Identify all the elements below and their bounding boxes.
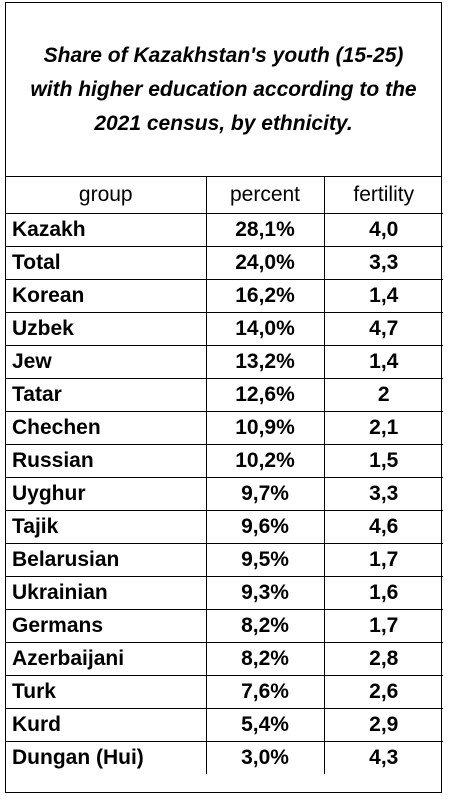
table-row: Ukrainian 9,3% 1,6 bbox=[6, 575, 443, 610]
percent-cell[interactable]: 28,1% bbox=[205, 213, 325, 247]
table-row: Total 24,0% 3,3 bbox=[6, 245, 443, 280]
group-cell[interactable]: Belarusian bbox=[6, 542, 207, 577]
data-table: group percent fertility Kazakh 28,1% 4,0 To… bbox=[6, 177, 443, 774]
group-cell[interactable]: Jew bbox=[6, 344, 207, 379]
percent-cell[interactable]: 5,4% bbox=[205, 707, 325, 742]
table-row: Uzbek 14,0% 4,7 bbox=[6, 311, 443, 346]
group-cell[interactable]: Ukrainian bbox=[6, 575, 207, 610]
group-cell[interactable]: Russian bbox=[6, 443, 207, 478]
column-header-group[interactable]: group bbox=[6, 177, 207, 214]
fertility-cell[interactable]: 4,3 bbox=[323, 740, 443, 774]
group-cell[interactable]: Germans bbox=[6, 608, 207, 643]
group-cell[interactable]: Dungan (Hui) bbox=[6, 740, 207, 774]
fertility-cell[interactable]: 2,6 bbox=[323, 674, 443, 709]
fertility-cell[interactable]: 3,3 bbox=[323, 476, 443, 511]
group-cell[interactable]: Korean bbox=[6, 278, 207, 313]
fertility-cell[interactable]: 2 bbox=[323, 377, 443, 412]
fertility-cell[interactable]: 2,1 bbox=[323, 410, 443, 445]
fertility-cell[interactable]: 3,3 bbox=[323, 245, 443, 280]
percent-cell[interactable]: 13,2% bbox=[205, 344, 325, 379]
table-row: Chechen 10,9% 2,1 bbox=[6, 410, 443, 445]
table-row: Dungan (Hui) 3,0% 4,3 bbox=[6, 740, 443, 774]
group-cell[interactable]: Azerbaijani bbox=[6, 641, 207, 676]
group-cell[interactable]: Total bbox=[6, 245, 207, 280]
fertility-cell[interactable]: 1,7 bbox=[323, 542, 443, 577]
percent-cell[interactable]: 8,2% bbox=[205, 641, 325, 676]
fertility-cell[interactable]: 1,6 bbox=[323, 575, 443, 610]
table-body: Kazakh 28,1% 4,0 Total 24,0% 3,3 Korean 16,2% 1,… bbox=[6, 213, 443, 774]
fertility-cell[interactable]: 4,7 bbox=[323, 311, 443, 346]
table-row: Tajik 9,6% 4,6 bbox=[6, 509, 443, 544]
group-cell[interactable]: Kazakh bbox=[6, 213, 207, 247]
percent-cell[interactable]: 16,2% bbox=[205, 278, 325, 313]
fertility-cell[interactable]: 4,6 bbox=[323, 509, 443, 544]
percent-cell[interactable]: 7,6% bbox=[205, 674, 325, 709]
group-cell[interactable]: Chechen bbox=[6, 410, 207, 445]
table-row: Kurd 5,4% 2,9 bbox=[6, 707, 443, 742]
percent-cell[interactable]: 14,0% bbox=[205, 311, 325, 346]
percent-cell[interactable]: 3,0% bbox=[205, 740, 325, 774]
group-cell[interactable]: Uzbek bbox=[6, 311, 207, 346]
fertility-cell[interactable]: 2,9 bbox=[323, 707, 443, 742]
column-header-percent[interactable]: percent bbox=[205, 177, 325, 214]
table-row: Tatar 12,6% 2 bbox=[6, 377, 443, 412]
percent-cell[interactable]: 10,9% bbox=[205, 410, 325, 445]
header-row: group percent fertility bbox=[6, 177, 443, 214]
spreadsheet-table: Share of Kazakhstan's youth (15-25) with… bbox=[5, 2, 443, 793]
table-row: Uyghur 9,7% 3,3 bbox=[6, 476, 443, 511]
percent-cell[interactable]: 9,6% bbox=[205, 509, 325, 544]
table-row: Germans 8,2% 1,7 bbox=[6, 608, 443, 643]
percent-cell[interactable]: 9,3% bbox=[205, 575, 325, 610]
title-cell[interactable]: Share of Kazakhstan's youth (15-25) with… bbox=[6, 3, 441, 177]
fertility-cell[interactable]: 2,8 bbox=[323, 641, 443, 676]
percent-cell[interactable]: 8,2% bbox=[205, 608, 325, 643]
percent-cell[interactable]: 24,0% bbox=[205, 245, 325, 280]
fertility-cell[interactable]: 1,7 bbox=[323, 608, 443, 643]
fertility-cell[interactable]: 1,4 bbox=[323, 344, 443, 379]
percent-cell[interactable]: 9,5% bbox=[205, 542, 325, 577]
percent-cell[interactable]: 9,7% bbox=[205, 476, 325, 511]
group-cell[interactable]: Tatar bbox=[6, 377, 207, 412]
percent-cell[interactable]: 12,6% bbox=[205, 377, 325, 412]
table-row: Jew 13,2% 1,4 bbox=[6, 344, 443, 379]
group-cell[interactable]: Uyghur bbox=[6, 476, 207, 511]
table-row: Turk 7,6% 2,6 bbox=[6, 674, 443, 709]
group-cell[interactable]: Turk bbox=[6, 674, 207, 709]
fertility-cell[interactable]: 1,5 bbox=[323, 443, 443, 478]
fertility-cell[interactable]: 1,4 bbox=[323, 278, 443, 313]
table-row: Russian 10,2% 1,5 bbox=[6, 443, 443, 478]
percent-cell[interactable]: 10,2% bbox=[205, 443, 325, 478]
fertility-cell[interactable]: 4,0 bbox=[323, 213, 443, 247]
table-row: Kazakh 28,1% 4,0 bbox=[6, 213, 443, 247]
table-row: Azerbaijani 8,2% 2,8 bbox=[6, 641, 443, 676]
table-row: Belarusian 9,5% 1,7 bbox=[6, 542, 443, 577]
column-header-fertility[interactable]: fertility bbox=[323, 177, 443, 214]
group-cell[interactable]: Kurd bbox=[6, 707, 207, 742]
group-cell[interactable]: Tajik bbox=[6, 509, 207, 544]
table-title: Share of Kazakhstan's youth (15-25) with… bbox=[30, 43, 417, 135]
table-row: Korean 16,2% 1,4 bbox=[6, 278, 443, 313]
